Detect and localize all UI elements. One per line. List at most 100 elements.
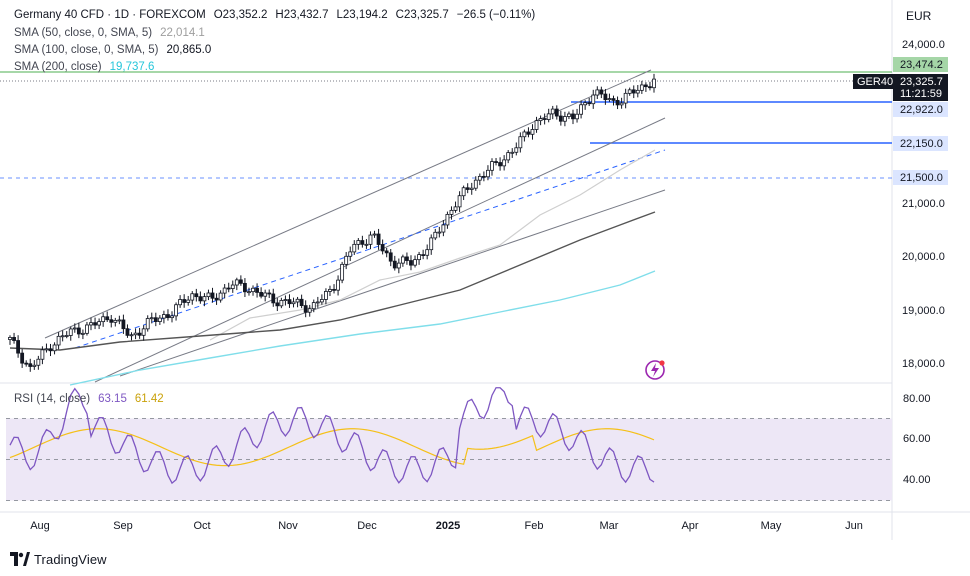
candle-body <box>437 231 442 234</box>
sma50-value: 22,014.1 <box>160 27 205 39</box>
candle-body <box>611 98 616 101</box>
candle-body <box>627 89 632 94</box>
candle-body <box>311 302 316 310</box>
candle-body <box>315 301 320 304</box>
candle-body <box>238 279 243 284</box>
price-axis[interactable]: 24,000.0 21,000.0 20,000.0 19,000.0 18,0… <box>902 39 945 370</box>
rsi-tick: 80.00 <box>903 393 931 405</box>
candle-body <box>20 352 25 364</box>
time-tick: Dec <box>357 520 377 532</box>
symbol-title[interactable]: Germany 40 CFD · 1D · FOREXCOM <box>14 9 206 21</box>
time-tick: Nov <box>278 520 298 532</box>
time-tick: Aug <box>30 520 50 532</box>
candle-body <box>129 334 134 337</box>
rsi-axis[interactable]: 80.00 60.00 40.00 <box>903 393 931 486</box>
sma100-label[interactable]: SMA (100, close, 0, SMA, 5) <box>14 44 159 56</box>
time-tick: Apr <box>681 520 698 532</box>
candle-body <box>477 175 482 181</box>
candle-body <box>105 316 110 321</box>
level3-tag: 21,500.0 <box>900 172 943 184</box>
candle-body <box>89 322 93 326</box>
candle-body <box>595 89 600 96</box>
candle-body <box>166 314 170 319</box>
candle-body <box>16 340 21 354</box>
candle-body <box>243 282 247 293</box>
sma200-line <box>69 270 656 386</box>
candle-body <box>97 321 102 326</box>
sma50-label[interactable]: SMA (50, close, 0, SMA, 5) <box>14 27 152 39</box>
sma200-label[interactable]: SMA (200, close) <box>14 61 102 73</box>
ohlc-open: O23,352.2 <box>214 9 268 21</box>
candle-body <box>546 113 551 120</box>
candle-body <box>109 319 114 323</box>
svg-text:SMA (200, close)19,737.6: SMA (200, close) 19,737.6 <box>14 61 154 73</box>
main-pane[interactable] <box>0 0 892 382</box>
tradingview-brand[interactable]: TradingView <box>10 550 107 568</box>
candle-body <box>206 292 211 298</box>
rsi-value: 63.15 <box>98 393 127 405</box>
ohlc-high: H23,432.7 <box>275 9 328 21</box>
candle-body <box>433 231 438 239</box>
candle-body <box>271 293 276 304</box>
candle-body <box>364 243 369 246</box>
candle-body <box>441 224 446 233</box>
candle-body <box>133 332 138 336</box>
candle-body <box>575 113 579 120</box>
candle-body <box>603 93 608 101</box>
candle-body <box>162 314 166 319</box>
candle-body <box>48 348 53 352</box>
candle-body <box>615 99 620 106</box>
candle-body <box>571 113 575 120</box>
candle-body <box>405 256 409 261</box>
candle-body <box>259 292 264 297</box>
currency-label[interactable]: EUR <box>906 9 932 23</box>
candle-body <box>652 78 656 89</box>
last-price-tag: 23,325.7 <box>900 76 943 88</box>
candle-body <box>376 233 381 245</box>
candle-body <box>506 152 511 161</box>
sma50-line <box>209 149 656 341</box>
candle-body <box>117 319 122 322</box>
candle-body <box>429 237 434 251</box>
candle-body <box>494 161 498 163</box>
level2-tag: 22,150.0 <box>900 138 943 150</box>
candle-body <box>550 108 555 115</box>
time-tick: Feb <box>525 520 544 532</box>
candle-body <box>303 305 308 313</box>
candle-body <box>85 324 89 334</box>
svg-text:SMA (50, close, 0, SMA, 5)22,0: SMA (50, close, 0, SMA, 5) 22,014.1 <box>14 27 205 39</box>
candle-body <box>247 291 251 294</box>
time-tick: 2025 <box>436 520 460 532</box>
candle-body <box>360 240 365 245</box>
candle-body <box>328 288 332 292</box>
candle-body <box>526 131 531 135</box>
time-axis[interactable]: Aug Sep Oct Nov Dec 2025 Feb Mar Apr May… <box>30 520 863 532</box>
candle-body <box>591 94 596 105</box>
candle-body <box>368 234 373 245</box>
candle-body <box>283 299 288 301</box>
candle-body <box>340 263 345 281</box>
candle-body <box>28 363 33 367</box>
last-price-tag-bg <box>893 74 948 101</box>
channel-lower-line <box>94 117 666 383</box>
candle-body <box>639 84 644 91</box>
candle-body <box>153 317 158 322</box>
rsi-label[interactable]: RSI (14, close) <box>14 393 90 405</box>
candle-body <box>453 206 458 211</box>
candle-body <box>267 292 272 295</box>
candle-body <box>291 301 296 305</box>
candle-body <box>486 169 490 178</box>
ticker-tag-bg <box>853 74 893 89</box>
candle-body <box>40 349 45 360</box>
candle-body <box>388 252 393 262</box>
channel-mid-line <box>74 149 666 349</box>
candle-body <box>400 256 405 264</box>
candle-body <box>287 299 292 305</box>
candle-body <box>222 287 227 294</box>
candle-body <box>538 118 543 122</box>
lightning-icon[interactable] <box>645 360 665 380</box>
candle-body <box>522 131 527 138</box>
candle-body <box>141 328 146 336</box>
candle-body <box>12 337 16 341</box>
candle-body <box>623 92 628 104</box>
